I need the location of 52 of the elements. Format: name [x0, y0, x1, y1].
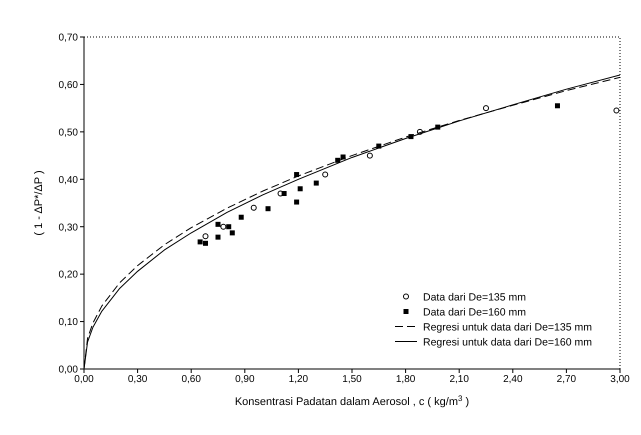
point — [314, 180, 319, 186]
x-tick-label: 0,30 — [128, 374, 148, 386]
y-tick-label: 0,50 — [58, 127, 78, 138]
x-tick-label: 0,00 — [74, 374, 94, 386]
point — [216, 234, 220, 240]
x-tick-label: 2,40 — [503, 374, 523, 386]
legend-label: Regresi untuk data dari De=160 mm — [423, 336, 592, 348]
x-tick-label: 1,50 — [342, 374, 362, 386]
point — [322, 172, 328, 178]
x-tick-label: 3,00 — [610, 374, 630, 386]
point — [198, 239, 203, 244]
x-axis-title: Konsentrasi Padatan dalam Aerosol , c ( kg/m$^{3}$ ) — [234, 394, 470, 408]
point — [294, 200, 300, 205]
x-tick-label: 2,70 — [556, 374, 577, 386]
point — [202, 240, 208, 246]
point — [483, 105, 489, 112]
point — [435, 124, 440, 130]
legend-label: Data dari De=135 mm — [423, 292, 526, 304]
point — [335, 158, 340, 163]
y-tick-label: 0,40 — [58, 174, 78, 186]
y-tick-label: 0,20 — [58, 270, 78, 281]
x-tick-label: 2,10 — [449, 374, 470, 386]
y-tick-label: 0,70 — [58, 32, 78, 44]
point — [298, 186, 303, 192]
x-tick-label: 1,20 — [288, 374, 309, 386]
point — [220, 224, 226, 230]
x-tick-label: 1,80 — [396, 374, 416, 386]
point — [282, 191, 287, 196]
y-axis-title: ( 1 - ΔP*/ΔP ) — [33, 170, 45, 236]
legend-label: Regresi untuk data dari De=135 mm — [423, 322, 592, 334]
point — [416, 128, 423, 135]
point — [238, 214, 244, 220]
legend-label: Data dari De=160 mm — [423, 306, 526, 318]
point — [376, 144, 382, 149]
point — [216, 222, 220, 227]
point — [266, 206, 271, 212]
point — [340, 154, 346, 160]
y-tick-label: 0,00 — [58, 364, 78, 376]
point — [408, 134, 414, 140]
point — [250, 204, 257, 211]
x-tick-label: 0,60 — [181, 374, 202, 386]
x-tick-label: 0,90 — [235, 374, 255, 386]
point — [230, 230, 235, 236]
point — [366, 152, 373, 159]
point — [613, 108, 620, 114]
point — [202, 233, 208, 240]
y-tick-label: 0,30 — [58, 222, 78, 234]
point — [294, 172, 300, 178]
y-tick-label: 0,60 — [58, 80, 78, 91]
y-tick-label: 0,10 — [58, 317, 78, 328]
point — [226, 224, 232, 230]
point — [554, 103, 560, 108]
